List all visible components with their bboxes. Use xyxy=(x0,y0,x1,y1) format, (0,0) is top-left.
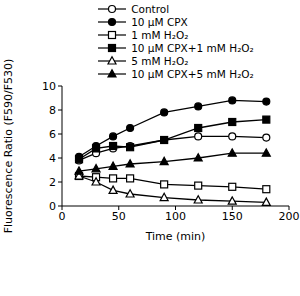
svg-text:4: 4 xyxy=(49,152,56,165)
svg-text:10: 10 xyxy=(42,80,56,93)
html-text:Control: Control xyxy=(131,2,170,15)
html-text:5 mM H₂O₂: 5 mM H₂O₂ xyxy=(131,54,189,67)
svg-text:150: 150 xyxy=(222,210,243,223)
svg-text:100: 100 xyxy=(165,210,186,223)
html-text:10 µM CPX+1 mM H₂O₂: 10 µM CPX+1 mM H₂O₂ xyxy=(131,41,254,54)
svg-text:0: 0 xyxy=(59,210,66,223)
html-text:10 µM CPX+5 mM H₂O₂: 10 µM CPX+5 mM H₂O₂ xyxy=(131,67,254,80)
html-text:1 mM H₂O₂: 1 mM H₂O₂ xyxy=(131,28,189,41)
svg-text:2: 2 xyxy=(49,176,56,189)
svg-text:Time (min): Time (min) xyxy=(145,230,206,243)
svg-text:50: 50 xyxy=(112,210,126,223)
svg-text:Fluorescence Ratio (F590/F530): Fluorescence Ratio (F590/F530) xyxy=(8,59,15,234)
svg-text:8: 8 xyxy=(49,104,56,117)
svg-text:200: 200 xyxy=(279,210,293,223)
svg-text:6: 6 xyxy=(49,128,56,141)
svg-text:0: 0 xyxy=(49,200,56,213)
html-text:10 µM CPX: 10 µM CPX xyxy=(131,15,188,28)
